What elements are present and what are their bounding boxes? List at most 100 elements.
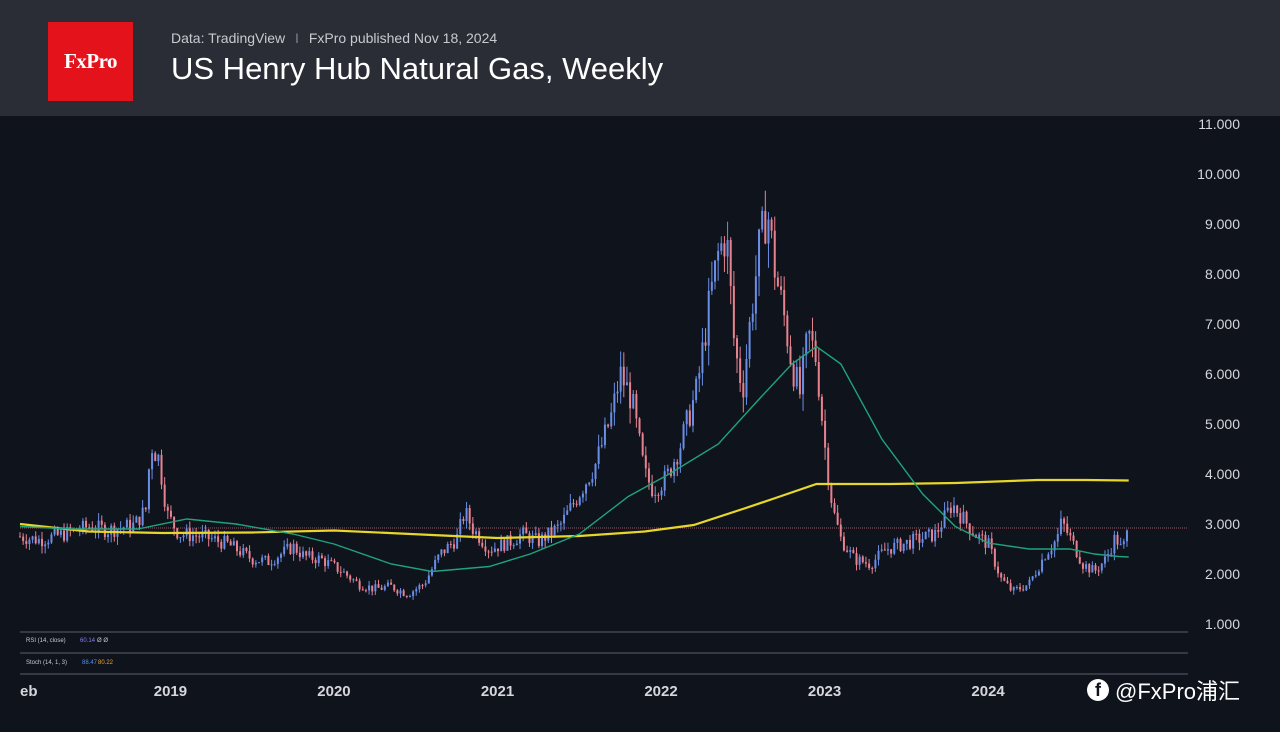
candle-body <box>85 520 88 528</box>
watermark: f @FxPro浦汇 <box>1087 674 1240 706</box>
candle-body <box>968 523 971 534</box>
candle-body <box>789 346 792 365</box>
candle-body <box>66 527 69 541</box>
candle-body <box>122 527 125 529</box>
candle-body <box>220 541 223 549</box>
candle-body <box>34 536 37 544</box>
candle-body <box>1063 518 1066 524</box>
candle-body <box>386 582 389 587</box>
candle-body <box>424 583 427 586</box>
stoch-label: Stoch (14, 1, 3) <box>26 660 67 666</box>
candle-body <box>1088 564 1091 573</box>
candle-body <box>525 527 528 534</box>
candle-body <box>490 551 493 553</box>
published-date: FxPro published Nov 18, 2024 <box>308 30 498 46</box>
candle-body <box>28 539 31 545</box>
candle-body <box>541 534 544 546</box>
candle-body <box>1053 541 1056 551</box>
candle-body <box>31 536 34 540</box>
candle-body <box>921 539 924 543</box>
candle-body <box>207 529 210 540</box>
candle-body <box>437 554 440 560</box>
candle-body <box>616 391 619 394</box>
candle-body <box>934 529 937 542</box>
candle-body <box>1091 565 1094 573</box>
candle-body <box>267 555 270 565</box>
candle-body <box>474 531 477 535</box>
fxpro-logo: FxPro <box>48 22 133 101</box>
candle-body <box>1113 534 1116 554</box>
candle-body <box>563 514 566 524</box>
candle-body <box>908 539 911 549</box>
candle-body <box>795 366 798 387</box>
x-tick-label: 2019 <box>154 683 187 700</box>
candle-body <box>666 468 669 472</box>
candle-body <box>802 355 805 395</box>
candle-body <box>679 448 682 465</box>
candle-body <box>522 527 525 535</box>
candle-body <box>619 366 622 392</box>
y-tick-label: 8.000 <box>1205 266 1240 282</box>
candle-body <box>471 523 474 535</box>
candle-body <box>1081 563 1084 569</box>
candle-body <box>342 571 345 573</box>
candle-body <box>836 512 839 525</box>
candle-body <box>644 455 647 469</box>
candle-body <box>1009 583 1012 591</box>
candle-body <box>748 321 751 359</box>
candle-body <box>223 535 226 549</box>
candle-body <box>880 549 883 551</box>
candle-body <box>204 529 207 532</box>
candle-body <box>868 563 871 569</box>
candle-body <box>754 276 757 314</box>
data-source: Data: TradingView <box>171 30 286 46</box>
candle-body <box>169 510 172 517</box>
candle-body <box>493 548 496 552</box>
candle-body <box>937 529 940 532</box>
candle-body <box>710 281 713 291</box>
price-chart[interactable]: 11.000 10.000 9.000 8.000 7.000 6.000 5.000 4.0… <box>0 116 1280 732</box>
candle-body <box>654 494 657 497</box>
candle-body <box>364 590 367 592</box>
candle-body <box>610 412 613 427</box>
candle-body <box>484 546 487 552</box>
candle-body <box>1019 587 1022 590</box>
candle-body <box>971 533 974 536</box>
candle-body <box>191 535 194 542</box>
candle-body <box>50 534 53 543</box>
candle-body <box>1119 544 1122 546</box>
y-tick-label: 9.000 <box>1205 216 1240 232</box>
candle-body <box>320 555 323 559</box>
candle-body <box>210 538 213 540</box>
candle-body <box>251 558 254 565</box>
candle-body <box>125 519 128 528</box>
candle-body <box>673 462 676 476</box>
candle-body <box>811 330 814 341</box>
candle-body <box>163 484 166 507</box>
candle-body <box>100 520 103 525</box>
candle-body <box>726 240 729 257</box>
candle-body <box>242 548 245 556</box>
candle-body <box>56 528 59 535</box>
candle-body <box>962 511 965 524</box>
candle-body <box>308 551 311 556</box>
candle-body <box>780 286 783 290</box>
candle-body <box>902 543 905 551</box>
candle-body <box>1047 554 1050 560</box>
candle-body <box>827 447 830 485</box>
candle-body <box>603 424 606 446</box>
candle-body <box>481 542 484 547</box>
candle-body <box>346 571 349 576</box>
candle-body <box>415 589 418 592</box>
candle-body <box>704 342 707 346</box>
facebook-icon: f <box>1087 679 1109 701</box>
candle-body <box>1085 564 1088 569</box>
candle-body <box>412 591 415 597</box>
candle-body <box>383 586 386 590</box>
candle-body <box>1031 576 1034 580</box>
candle-body <box>295 543 298 553</box>
candle-body <box>434 559 437 570</box>
candle-body <box>556 524 559 526</box>
source-line: Data: TradingView I FxPro published Nov … <box>171 30 497 46</box>
candle-body <box>663 471 666 491</box>
